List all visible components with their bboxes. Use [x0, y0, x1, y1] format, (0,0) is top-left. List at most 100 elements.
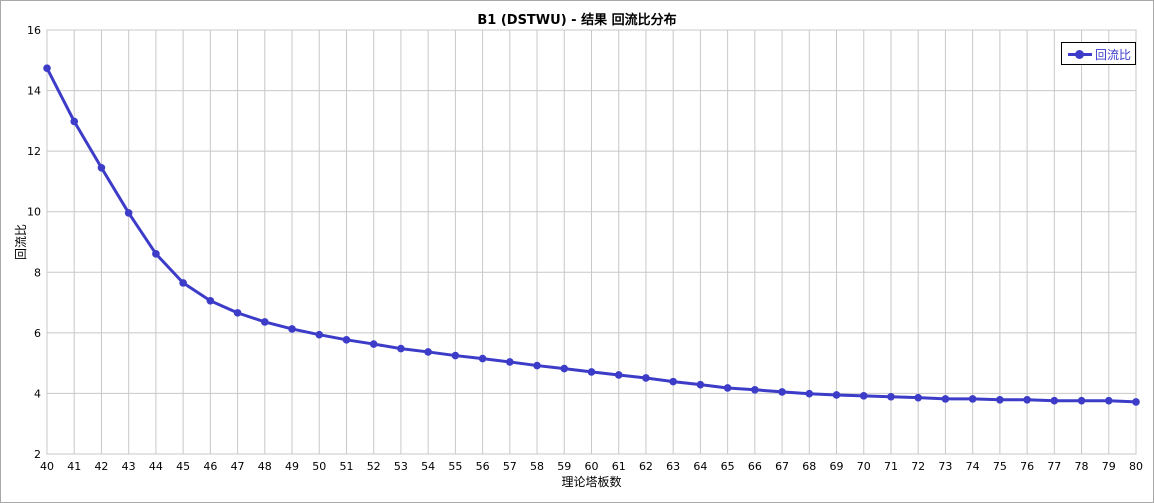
legend: 回流比 [1061, 42, 1136, 65]
data-point [1050, 396, 1059, 405]
y-tick-label: 6 [34, 327, 41, 340]
x-tick-label: 67 [775, 460, 789, 473]
data-point [506, 358, 514, 366]
x-tick-label: 58 [530, 460, 544, 473]
x-tick-label: 63 [666, 460, 680, 473]
x-tick-label: 44 [149, 460, 163, 473]
data-point [887, 392, 895, 401]
y-tick-label: 8 [34, 266, 41, 279]
data-point [342, 336, 351, 344]
y-tick-label: 12 [27, 145, 41, 158]
data-point [587, 368, 596, 376]
data-point [996, 395, 1004, 404]
data-point [778, 388, 786, 396]
data-point [179, 279, 187, 287]
x-tick-label: 60 [585, 460, 599, 473]
x-tick-label: 47 [231, 460, 245, 473]
tick-labels: 40 41 42 43 44 45 46 47 48 49 50 51 52 53 54 55 56 57 58 59… [27, 24, 1143, 473]
x-tick-label: 75 [993, 460, 1007, 473]
data-point [669, 377, 677, 386]
x-tick-label: 78 [1075, 460, 1089, 473]
x-tick-label: 54 [421, 460, 435, 473]
data-point [941, 395, 950, 403]
grid [46, 29, 1137, 455]
y-tick-label: 14 [27, 85, 41, 98]
x-tick-label: 72 [911, 460, 925, 473]
data-point [152, 250, 160, 258]
data-point [478, 354, 487, 363]
data-point [859, 392, 868, 400]
legend-label: 回流比 [1095, 48, 1132, 62]
x-tick-label: 77 [1047, 460, 1061, 473]
x-tick-label: 42 [94, 460, 108, 473]
data-point [1077, 396, 1086, 405]
y-axis-label: 回流比 [14, 224, 28, 260]
data-point [533, 361, 541, 370]
x-tick-label: 51 [339, 460, 353, 473]
x-tick-label: 50 [312, 460, 326, 473]
data-point [614, 371, 623, 379]
x-tick-label: 52 [367, 460, 381, 473]
x-tick-label: 80 [1129, 460, 1143, 473]
data-point [805, 389, 814, 398]
x-tick-label: 76 [1020, 460, 1034, 473]
data-point [560, 364, 569, 373]
x-tick-label: 71 [884, 460, 898, 473]
x-tick-label: 64 [693, 460, 707, 473]
data-point [397, 344, 405, 353]
y-tick-label: 2 [34, 448, 41, 461]
data-point [233, 309, 242, 317]
x-tick-label: 53 [394, 460, 408, 473]
x-tick-label: 40 [40, 460, 54, 473]
data-point [206, 296, 215, 305]
data-point [451, 351, 460, 360]
data-point [832, 391, 841, 399]
x-tick-label: 79 [1102, 460, 1116, 473]
data-point [424, 348, 432, 356]
series-layer [43, 64, 1140, 406]
x-tick-label: 70 [857, 460, 871, 473]
x-tick-label: 45 [176, 460, 190, 473]
x-tick-label: 49 [285, 460, 299, 473]
data-point [315, 330, 324, 339]
x-tick-label: 55 [448, 460, 462, 473]
x-tick-label: 73 [938, 460, 952, 473]
y-tick-label: 16 [27, 24, 41, 37]
data-point [1023, 395, 1031, 404]
x-tick-label: 74 [966, 460, 980, 473]
x-tick-label: 48 [258, 460, 272, 473]
x-tick-label: 69 [830, 460, 844, 473]
x-tick-label: 41 [67, 460, 81, 473]
x-tick-label: 43 [122, 460, 136, 473]
data-point [70, 117, 79, 126]
data-point [97, 164, 106, 172]
x-tick-label: 59 [557, 460, 571, 473]
data-point [751, 385, 759, 394]
data-point [968, 395, 977, 403]
x-tick-label: 68 [802, 460, 816, 473]
chart-title: B1 (DSTWU) - 结果 回流比分布 [477, 13, 677, 28]
x-tick-label: 46 [203, 460, 217, 473]
data-point [261, 318, 269, 326]
data-point [124, 209, 133, 217]
data-point [914, 393, 922, 402]
legend-dot-marker [1075, 50, 1084, 59]
x-tick-label: 61 [612, 460, 626, 473]
x-axis-label: 理论塔板数 [561, 474, 621, 489]
data-point [288, 325, 296, 333]
data-point [369, 340, 378, 348]
data-point [642, 374, 650, 382]
data-point [696, 380, 705, 389]
data-point [1104, 396, 1113, 405]
data-point [43, 64, 51, 72]
data-point [1132, 398, 1140, 406]
data-point [723, 384, 732, 392]
x-tick-label: 65 [721, 460, 735, 473]
x-tick-label: 62 [639, 460, 653, 473]
y-tick-label: 10 [27, 206, 41, 219]
y-tick-label: 4 [34, 387, 41, 400]
x-tick-label: 66 [748, 460, 762, 473]
x-tick-label: 57 [503, 460, 517, 473]
x-tick-label: 56 [476, 460, 490, 473]
